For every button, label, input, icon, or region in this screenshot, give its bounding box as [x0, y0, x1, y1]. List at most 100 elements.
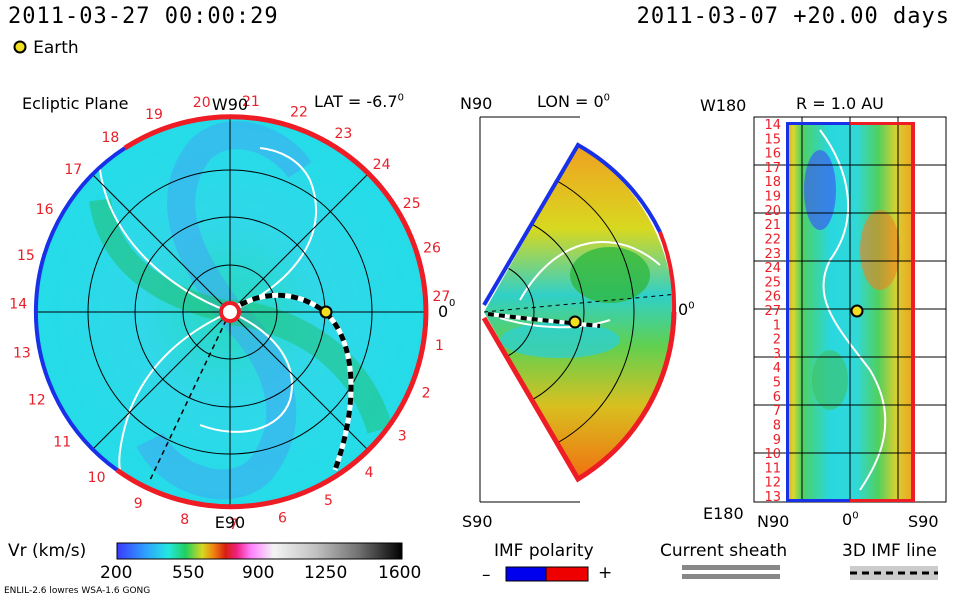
day-label-17: 17: [764, 161, 781, 176]
earth-legend-label: Earth: [33, 38, 79, 58]
current-sheath-3: [229, 147, 318, 313]
ring-label-17: 17: [64, 162, 82, 178]
meridional-lon: LON = 00: [537, 92, 610, 111]
colorbar-tick-550: 550: [172, 563, 205, 583]
ring-label-18: 18: [101, 130, 119, 146]
ring-label-5: 5: [324, 493, 333, 509]
ecliptic-lat: LAT = -6.70: [314, 92, 404, 111]
reference-dashed-line: [149, 311, 231, 481]
current-sheath-2: [199, 311, 293, 433]
imf-positive-swatch: [545, 566, 589, 582]
day-label-13: 13: [764, 490, 781, 505]
imf-polarity-label: IMF polarity: [494, 541, 594, 561]
day-label-18: 18: [764, 175, 781, 190]
day-label-7: 7: [773, 404, 781, 419]
ring-label-12: 12: [28, 392, 46, 408]
meridional-s90: S90: [462, 512, 493, 531]
ecliptic-lat-sup: 0: [397, 92, 404, 104]
meridional-polarity-negative: [482, 142, 662, 307]
ring-label-9: 9: [134, 496, 143, 512]
meridional-zero: 00: [678, 300, 695, 319]
footer-credit: ENLIL-2.6 lowres WSA-1.6 GONG: [4, 586, 151, 596]
day-label-25: 25: [764, 275, 781, 290]
earth-legend: Earth: [12, 38, 79, 58]
spiral-band-3: [89, 198, 233, 323]
datetime-label: 2011-03-27 00:00:29: [8, 4, 279, 29]
ecliptic-e90: E90: [215, 513, 245, 532]
ecliptic-zero-sup: 0: [449, 298, 455, 309]
day-label-24: 24: [764, 261, 781, 276]
colorbar-tick-200: 200: [100, 563, 133, 583]
radial-w180: W180: [700, 96, 747, 115]
meridional-polarity-positive: [481, 311, 677, 483]
ecliptic-lat-text: LAT = -6.7: [314, 92, 398, 111]
day-label-8: 8: [773, 419, 781, 434]
day-label-22: 22: [764, 233, 781, 248]
day-label-26: 26: [764, 290, 781, 305]
ring-label-26: 26: [423, 241, 441, 257]
earth-marker-meridional: [568, 315, 582, 329]
ring-label-11: 11: [53, 435, 71, 451]
radial-axis-zero-text: 0: [842, 510, 853, 529]
imf-plus-label: +: [598, 563, 613, 583]
day-label-6: 6: [773, 390, 781, 405]
radial-axis-n90: N90: [757, 512, 790, 531]
day-label-16: 16: [764, 147, 781, 162]
meridional-lon-text: LON = 0: [537, 92, 604, 111]
ecliptic-title: Ecliptic Plane: [22, 94, 129, 113]
spiral-band-2: [136, 301, 297, 500]
run-label: 2011-03-07 +20.00 days: [636, 4, 950, 29]
meridional-plane-plot: [479, 116, 677, 503]
ring-label-24: 24: [373, 157, 391, 173]
day-label-15: 15: [764, 132, 781, 147]
current-sheath-4: [118, 311, 231, 471]
meridional-lon-sup: 0: [603, 92, 611, 104]
imf-polarity-legend: [505, 566, 589, 582]
day-label-10: 10: [764, 447, 781, 462]
imf-minus-label: –: [482, 565, 491, 585]
ring-label-25: 25: [403, 196, 421, 212]
sun-marker-icon: [219, 301, 241, 323]
colorbar-tick-900: 900: [242, 563, 275, 583]
colorbar-gradient: [116, 542, 403, 560]
velocity-colorbar: [116, 542, 403, 560]
imf-line-legend: [850, 566, 938, 580]
radial-axis-s90: S90: [908, 512, 939, 531]
imf-polarity-ring-positive: [115, 114, 429, 510]
radial-r-label: R = 1.0 AU: [796, 94, 884, 113]
spiral-band-1: [167, 121, 312, 321]
meridional-zero-text: 0: [678, 300, 689, 319]
ring-label-16: 16: [36, 202, 54, 218]
ring-label-23: 23: [334, 126, 352, 142]
ring-label-10: 10: [88, 470, 106, 486]
current-sheath-label: Current sheath: [660, 541, 788, 561]
earth-marker-ecliptic: [319, 305, 333, 319]
radial-axis-zero-sup: 0: [852, 510, 859, 522]
radial-strip-plot: 1415161718192021222324252627123456789101…: [753, 116, 947, 505]
day-label-5: 5: [773, 376, 781, 391]
ring-label-1: 1: [435, 338, 444, 354]
radial-day-labels: 1415161718192021222324252627123456789101…: [764, 118, 781, 505]
day-label-2: 2: [773, 333, 781, 348]
radial-axis-zero: 00: [842, 510, 859, 529]
imf-negative-swatch: [505, 566, 547, 582]
ring-label-27: 27: [432, 289, 450, 305]
ring-label-4: 4: [365, 465, 374, 481]
day-label-14: 14: [764, 118, 781, 133]
day-label-1: 1: [773, 318, 781, 333]
radial-e180: E180: [703, 504, 744, 523]
day-label-12: 12: [764, 476, 781, 491]
meridional-zero-sup: 0: [688, 300, 695, 312]
meridional-n90: N90: [460, 94, 493, 113]
ring-label-22: 22: [290, 105, 308, 121]
ring-label-2: 2: [422, 386, 431, 402]
day-label-4: 4: [773, 361, 781, 376]
ring-label-8: 8: [180, 512, 189, 528]
day-label-3: 3: [773, 347, 781, 362]
day-label-27: 27: [764, 304, 781, 319]
ecliptic-zero: 0: [438, 302, 448, 321]
colorbar-label: Vr (km/s): [8, 541, 87, 561]
